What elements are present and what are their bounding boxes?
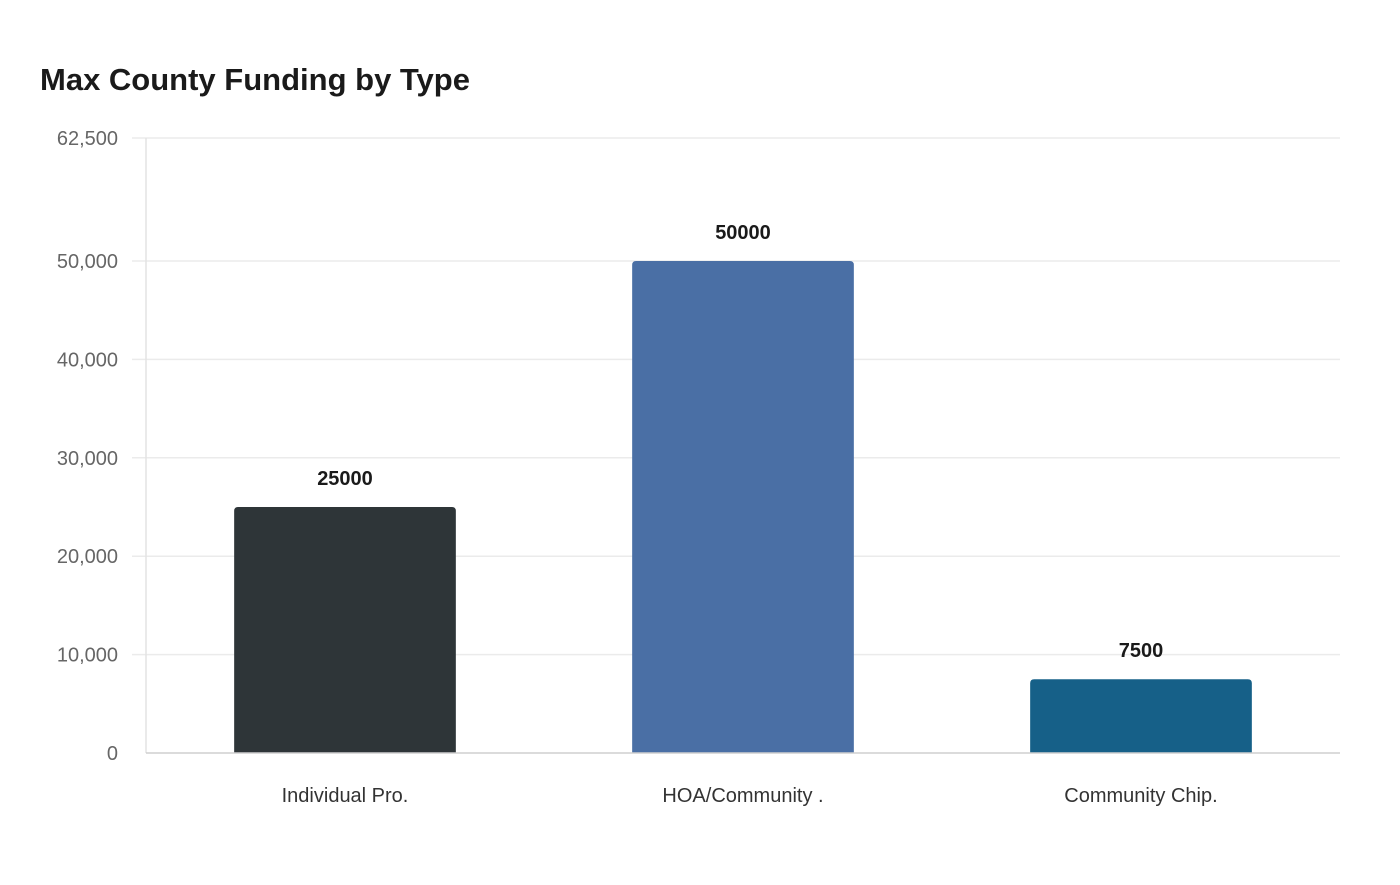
bar bbox=[632, 261, 854, 753]
y-tick-label: 50,000 bbox=[57, 251, 118, 273]
x-tick-label: Individual Pro. bbox=[282, 785, 409, 807]
y-tick-label: 40,000 bbox=[57, 349, 118, 371]
bar bbox=[234, 507, 456, 753]
y-tick-label: 10,000 bbox=[57, 645, 118, 667]
data-label: 50000 bbox=[715, 222, 771, 244]
bars: 25000 50000 7500 bbox=[234, 222, 1252, 753]
y-tick-label: 62,500 bbox=[57, 128, 118, 150]
x-tick-label: HOA/Community . bbox=[662, 785, 823, 807]
y-tick-label: 30,000 bbox=[57, 448, 118, 470]
y-tick-label: 20,000 bbox=[57, 546, 118, 568]
bar bbox=[1030, 679, 1252, 753]
x-axis: Individual Pro. HOA/Community . Community … bbox=[146, 752, 1340, 807]
data-label: 25000 bbox=[317, 468, 373, 490]
chart-title: Max County Funding by Type bbox=[40, 62, 470, 97]
y-axis: 0 10,000 20,000 30,000 40,000 50,000 62,500 bbox=[57, 128, 147, 765]
x-tick-label: Community Chip. bbox=[1064, 785, 1217, 807]
y-tick-label: 0 bbox=[107, 743, 118, 765]
data-label: 7500 bbox=[1119, 640, 1164, 662]
